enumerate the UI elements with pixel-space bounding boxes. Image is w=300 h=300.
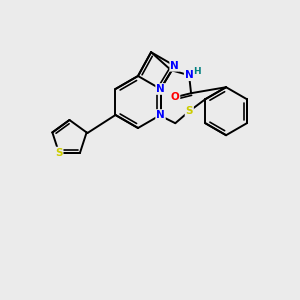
Text: N: N	[185, 70, 194, 80]
Text: S: S	[185, 106, 193, 116]
Text: N: N	[156, 110, 165, 120]
Text: S: S	[55, 148, 63, 158]
Text: N: N	[170, 61, 179, 71]
Text: N: N	[156, 84, 165, 94]
Text: H: H	[193, 67, 201, 76]
Text: O: O	[171, 92, 179, 102]
